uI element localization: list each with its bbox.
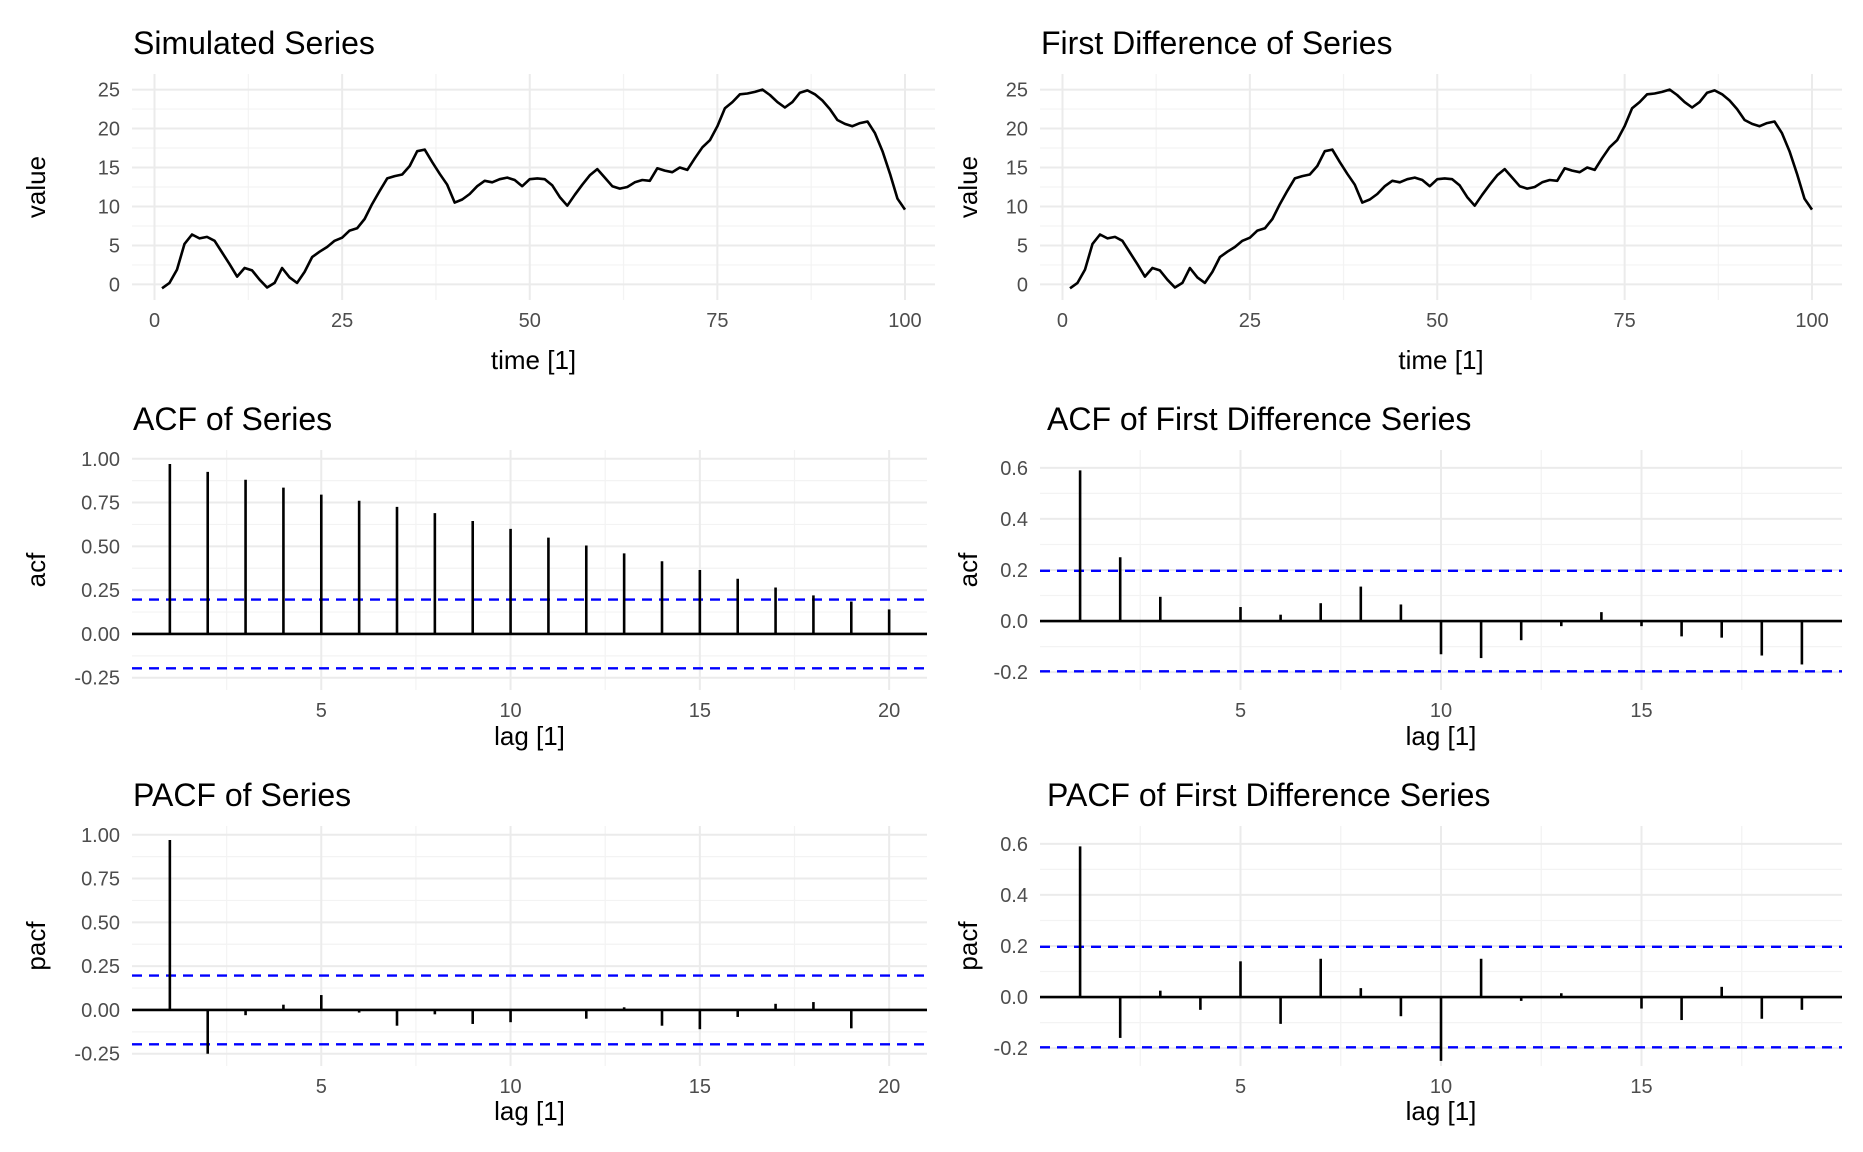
y-tick-label: 15: [98, 158, 120, 180]
x-tick-label: 10: [1430, 1076, 1452, 1098]
y-tick-label: 1.00: [81, 825, 120, 847]
y-tick-label: 0.4: [1000, 885, 1028, 907]
x-axis-label: lag [1]: [494, 721, 565, 751]
x-tick-label: 25: [1239, 310, 1261, 332]
x-axis-label: time [1]: [491, 345, 576, 375]
x-tick-label: 15: [689, 1076, 711, 1098]
y-tick-label: 10: [98, 196, 120, 218]
x-tick-label: 50: [1426, 310, 1448, 332]
x-tick-label: 15: [689, 700, 711, 722]
chart-title: Simulated Series: [133, 25, 375, 61]
y-tick-label: 25: [1006, 80, 1028, 102]
chart-title: ACF of Series: [133, 401, 332, 437]
y-tick-label: -0.2: [994, 662, 1028, 684]
panel-series: Simulated Series 0 25 50 75 100 0 5 10 15 20 25 time…: [21, 25, 935, 375]
x-tick-label: 50: [519, 310, 541, 332]
y-tick-label: -0.25: [74, 668, 120, 690]
y-tick-label: 25: [98, 80, 120, 102]
y-axis-label: acf: [21, 552, 51, 587]
y-tick-label: 0.6: [1000, 834, 1028, 856]
x-tick-label: 15: [1630, 700, 1652, 722]
y-tick-label: 0.75: [81, 493, 120, 515]
grid-acf: [132, 450, 927, 690]
panel-acf_diff: ACF of First Difference Series 5 10 15 0.6 0.…: [953, 401, 1842, 751]
y-axis-label: pacf: [953, 921, 983, 971]
grid-diff: [1040, 74, 1842, 300]
chart-title: PACF of Series: [133, 777, 351, 813]
panel-pacf_diff: PACF of First Difference Series 5 10 15 0.6 0…: [953, 777, 1842, 1126]
y-tick-label: 0.25: [81, 956, 120, 978]
series-line: [1069, 88, 1814, 290]
series-line: [161, 88, 907, 290]
x-axis-label: lag [1]: [494, 1096, 565, 1126]
x-tick-label: 75: [1614, 310, 1636, 332]
y-tick-label: 0.6: [1000, 458, 1028, 480]
x-tick-label: 10: [499, 700, 521, 722]
y-axis-label: value: [21, 156, 51, 218]
y-tick-label: 1.00: [81, 449, 120, 471]
x-tick-label: 5: [1235, 700, 1246, 722]
y-axis-label: pacf: [21, 921, 51, 971]
y-tick-label: 0.4: [1000, 509, 1028, 531]
y-tick-label: 20: [98, 119, 120, 141]
x-tick-label: 5: [316, 700, 327, 722]
y-tick-label: 0.00: [81, 1000, 120, 1022]
x-tick-label: 5: [1235, 1076, 1246, 1098]
y-tick-label: 0.0: [1000, 987, 1028, 1009]
x-tick-label: 15: [1630, 1076, 1652, 1098]
x-tick-label: 5: [316, 1076, 327, 1098]
y-tick-label: -0.2: [994, 1038, 1028, 1060]
x-tick-label: 20: [878, 1076, 900, 1098]
x-tick-label: 0: [1057, 310, 1068, 332]
y-tick-label: 0.50: [81, 912, 120, 934]
y-tick-label: 5: [109, 235, 120, 257]
y-tick-label: 0: [109, 274, 120, 296]
x-axis-label: lag [1]: [1406, 1096, 1477, 1126]
y-tick-label: 20: [1006, 119, 1028, 141]
panel-pacf: PACF of Series 5 10 15 20 1.00 0.75 0.50 0.25 0.0…: [21, 777, 927, 1126]
panel-diff: First Difference of Series 0 25 50 75 100 0 5 10…: [953, 25, 1842, 375]
y-tick-label: 0.75: [81, 869, 120, 891]
x-tick-label: 10: [499, 1076, 521, 1098]
y-axis-label: acf: [953, 552, 983, 587]
y-tick-label: 0.25: [81, 580, 120, 602]
y-tick-label: 0.2: [1000, 560, 1028, 582]
x-tick-label: 75: [706, 310, 728, 332]
y-tick-label: 10: [1006, 196, 1028, 218]
x-tick-label: 100: [1795, 310, 1828, 332]
panel-acf: ACF of Series 5 10 15 20 1.00 0.75 0.50 0.25 0.00…: [21, 401, 927, 751]
x-tick-label: 20: [878, 700, 900, 722]
chart-title: First Difference of Series: [1041, 25, 1393, 61]
y-tick-label: -0.25: [74, 1044, 120, 1066]
y-axis-label: value: [953, 156, 983, 218]
x-tick-label: 0: [149, 310, 160, 332]
grid-pacf: [132, 826, 927, 1066]
y-tick-label: 15: [1006, 158, 1028, 180]
chart-title: PACF of First Difference Series: [1047, 777, 1490, 813]
x-tick-label: 100: [888, 310, 921, 332]
y-tick-label: 0: [1017, 274, 1028, 296]
y-tick-label: 5: [1017, 235, 1028, 257]
x-tick-label: 25: [331, 310, 353, 332]
x-axis-label: lag [1]: [1406, 721, 1477, 751]
grid-series: [132, 74, 935, 300]
x-tick-label: 10: [1430, 700, 1452, 722]
y-tick-label: 0.50: [81, 536, 120, 558]
y-tick-label: 0.0: [1000, 611, 1028, 633]
chart-title: ACF of First Difference Series: [1047, 401, 1471, 437]
x-axis-label: time [1]: [1398, 345, 1483, 375]
y-tick-label: 0.00: [81, 624, 120, 646]
y-tick-label: 0.2: [1000, 936, 1028, 958]
